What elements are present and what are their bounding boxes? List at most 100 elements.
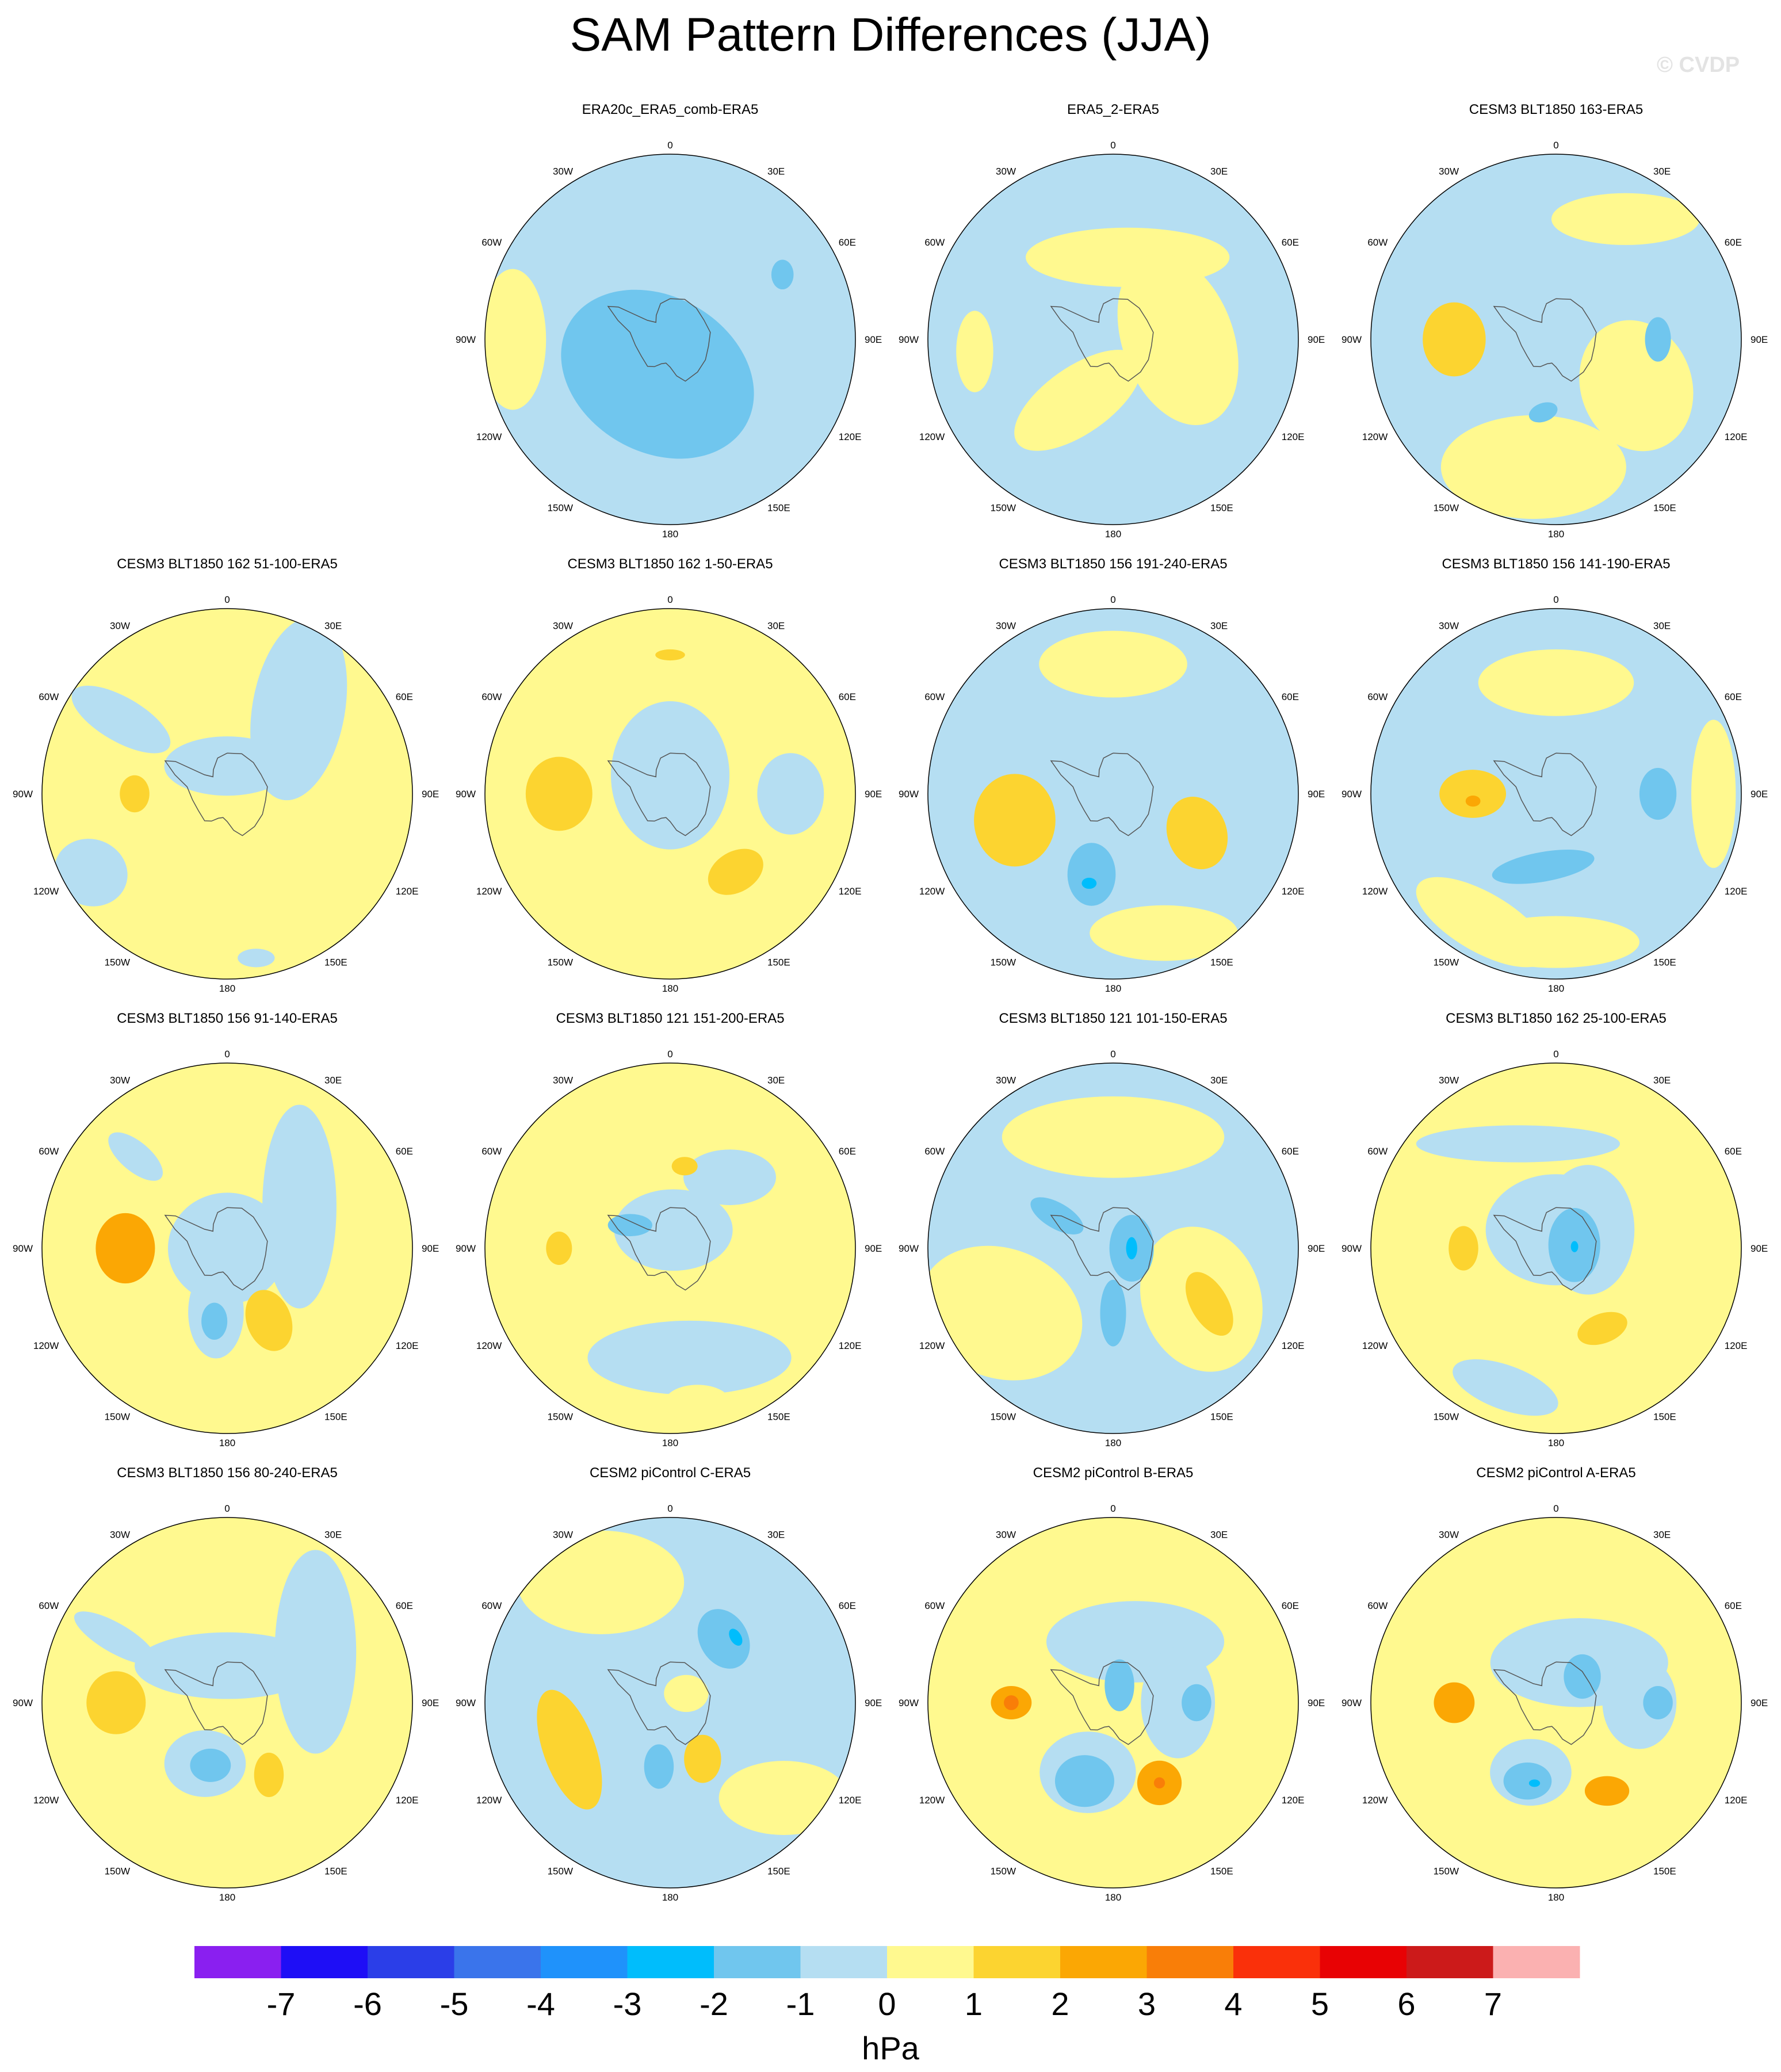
colorbar-swatch	[1320, 1946, 1407, 1978]
colorbar-swatch	[1060, 1946, 1147, 1978]
longitude-label: 120E	[1282, 886, 1305, 897]
contour-region	[1691, 720, 1736, 868]
colorbar-swatch	[714, 1946, 801, 1978]
longitude-label: 180	[662, 1438, 678, 1448]
longitude-label: 150E	[767, 503, 790, 514]
longitude-label: 90E	[865, 789, 882, 800]
longitude-label: 120E	[1725, 431, 1748, 442]
colorbar-swatch	[281, 1946, 368, 1978]
longitude-label: 30E	[1210, 620, 1228, 631]
panel-title: CESM2 piControl C-ERA5	[590, 1465, 751, 1481]
map-panel: CESM3 BLT1850 156 91-140-ERA5 0 30E 60E 90E 1…	[13, 1011, 439, 1448]
longitude-label: 30E	[767, 1529, 785, 1540]
longitude-label: 180	[219, 1438, 235, 1448]
longitude-label: 150W	[1434, 1866, 1459, 1877]
contour-region	[644, 1744, 674, 1788]
longitude-label: 60W	[1367, 1146, 1388, 1157]
longitude-label: 90W	[456, 1243, 476, 1254]
contour-region	[1423, 303, 1485, 377]
contour-region	[757, 753, 824, 835]
longitude-label: 0	[1110, 594, 1115, 605]
contour-region	[1416, 1125, 1620, 1162]
contour-region	[1441, 415, 1626, 519]
longitude-label: 60E	[396, 691, 413, 702]
contour-region	[1473, 916, 1639, 968]
longitude-label: 30E	[767, 1075, 785, 1085]
longitude-label: 120E	[839, 1340, 862, 1351]
longitude-label: 90W	[13, 789, 33, 800]
longitude-label: 180	[1548, 983, 1564, 994]
contour-region	[254, 1753, 284, 1797]
page-title: SAM Pattern Differences (JJA)	[570, 9, 1211, 61]
longitude-label: 120W	[33, 886, 59, 897]
longitude-label: 120E	[1725, 1795, 1748, 1806]
longitude-label: 30E	[324, 620, 342, 631]
map-panel: CESM3 BLT1850 163-ERA5 0 30E 60E 90E 120E 150E…	[1342, 102, 1768, 540]
longitude-label: 180	[1105, 1892, 1121, 1903]
longitude-label: 60E	[396, 1146, 413, 1157]
longitude-label: 90W	[1342, 789, 1362, 800]
longitude-label: 120W	[476, 1795, 502, 1806]
colorbar-swatch	[1147, 1946, 1234, 1978]
contour-region	[1551, 193, 1700, 245]
map-panel: ERA20c_ERA5_comb-ERA5030E60E90E120E150E1…	[456, 102, 882, 540]
longitude-label: 150W	[991, 1866, 1016, 1877]
longitude-label: 60E	[1282, 1146, 1299, 1157]
longitude-label: 30W	[553, 620, 573, 631]
longitude-label: 0	[1110, 1503, 1115, 1514]
colorbar-tick-label: -7	[267, 1986, 296, 2022]
longitude-label: 150E	[324, 957, 347, 968]
longitude-label: 180	[1548, 1892, 1564, 1903]
longitude-label: 120W	[919, 1795, 945, 1806]
contour-region	[956, 311, 993, 392]
map-panel: CESM3 BLT1850 162 1-50-ERA5 0 30E 60E 90E 120…	[456, 556, 882, 994]
contour-region	[1090, 905, 1238, 961]
colorbar-units-label: hPa	[862, 2030, 919, 2066]
contour-region	[95, 1213, 155, 1283]
longitude-label: 150W	[991, 503, 1016, 514]
panel-title: CESM3 BLT1850 156 141-190-ERA5	[1442, 556, 1670, 572]
panel-title: CESM2 piControl B-ERA5	[1033, 1465, 1194, 1481]
longitude-label: 150E	[1210, 1412, 1233, 1423]
longitude-label: 30W	[996, 1529, 1016, 1540]
longitude-label: 60E	[396, 1600, 413, 1611]
contour-region	[1571, 1241, 1579, 1252]
longitude-label: 90W	[1342, 334, 1362, 345]
map-panel: CESM2 piControl B-ERA5030E60E90E120E150E…	[899, 1465, 1325, 1903]
longitude-label: 30W	[110, 1075, 130, 1085]
longitude-label: 0	[1553, 1049, 1558, 1060]
colorbar-tick-label: -5	[440, 1986, 469, 2022]
contour-region	[1434, 1683, 1474, 1723]
colorbar-swatch	[628, 1946, 714, 1978]
longitude-label: 60W	[481, 691, 502, 702]
colorbar-tick-label: 7	[1484, 1986, 1502, 2022]
longitude-label: 30W	[553, 1529, 573, 1540]
longitude-label: 90E	[422, 1698, 439, 1708]
colorbar-tick-label: 3	[1138, 1986, 1156, 2022]
contour-region	[771, 260, 794, 290]
colorbar-swatch	[1407, 1946, 1493, 1978]
longitude-label: 90E	[1751, 334, 1768, 345]
longitude-label: 60W	[39, 1600, 59, 1611]
longitude-label: 180	[1105, 1438, 1121, 1448]
longitude-label: 60W	[924, 1146, 945, 1157]
contour-region	[1466, 796, 1481, 806]
longitude-label: 30E	[1653, 166, 1671, 177]
longitude-label: 0	[667, 1503, 672, 1514]
longitude-label: 150W	[991, 1412, 1016, 1423]
contour-region	[479, 269, 546, 410]
longitude-label: 30E	[1653, 620, 1671, 631]
colorbar: -7 -6 -5 -4 -3 -2 -1 0 1 2 3 4 5 6 7hPa	[194, 1946, 1580, 2066]
longitude-label: 90E	[1751, 1243, 1768, 1254]
contour-region	[1645, 317, 1671, 361]
longitude-label: 60E	[1725, 237, 1742, 248]
longitude-label: 120E	[1282, 431, 1305, 442]
longitude-label: 30E	[767, 166, 785, 177]
contour-region	[517, 1531, 684, 1634]
colorbar-swatch	[368, 1946, 454, 1978]
panel-title: CESM3 BLT1850 121 151-200-ERA5	[556, 1011, 784, 1026]
longitude-label: 150W	[548, 957, 573, 968]
longitude-label: 90W	[456, 789, 476, 800]
colorbar-swatch	[1493, 1946, 1580, 1978]
